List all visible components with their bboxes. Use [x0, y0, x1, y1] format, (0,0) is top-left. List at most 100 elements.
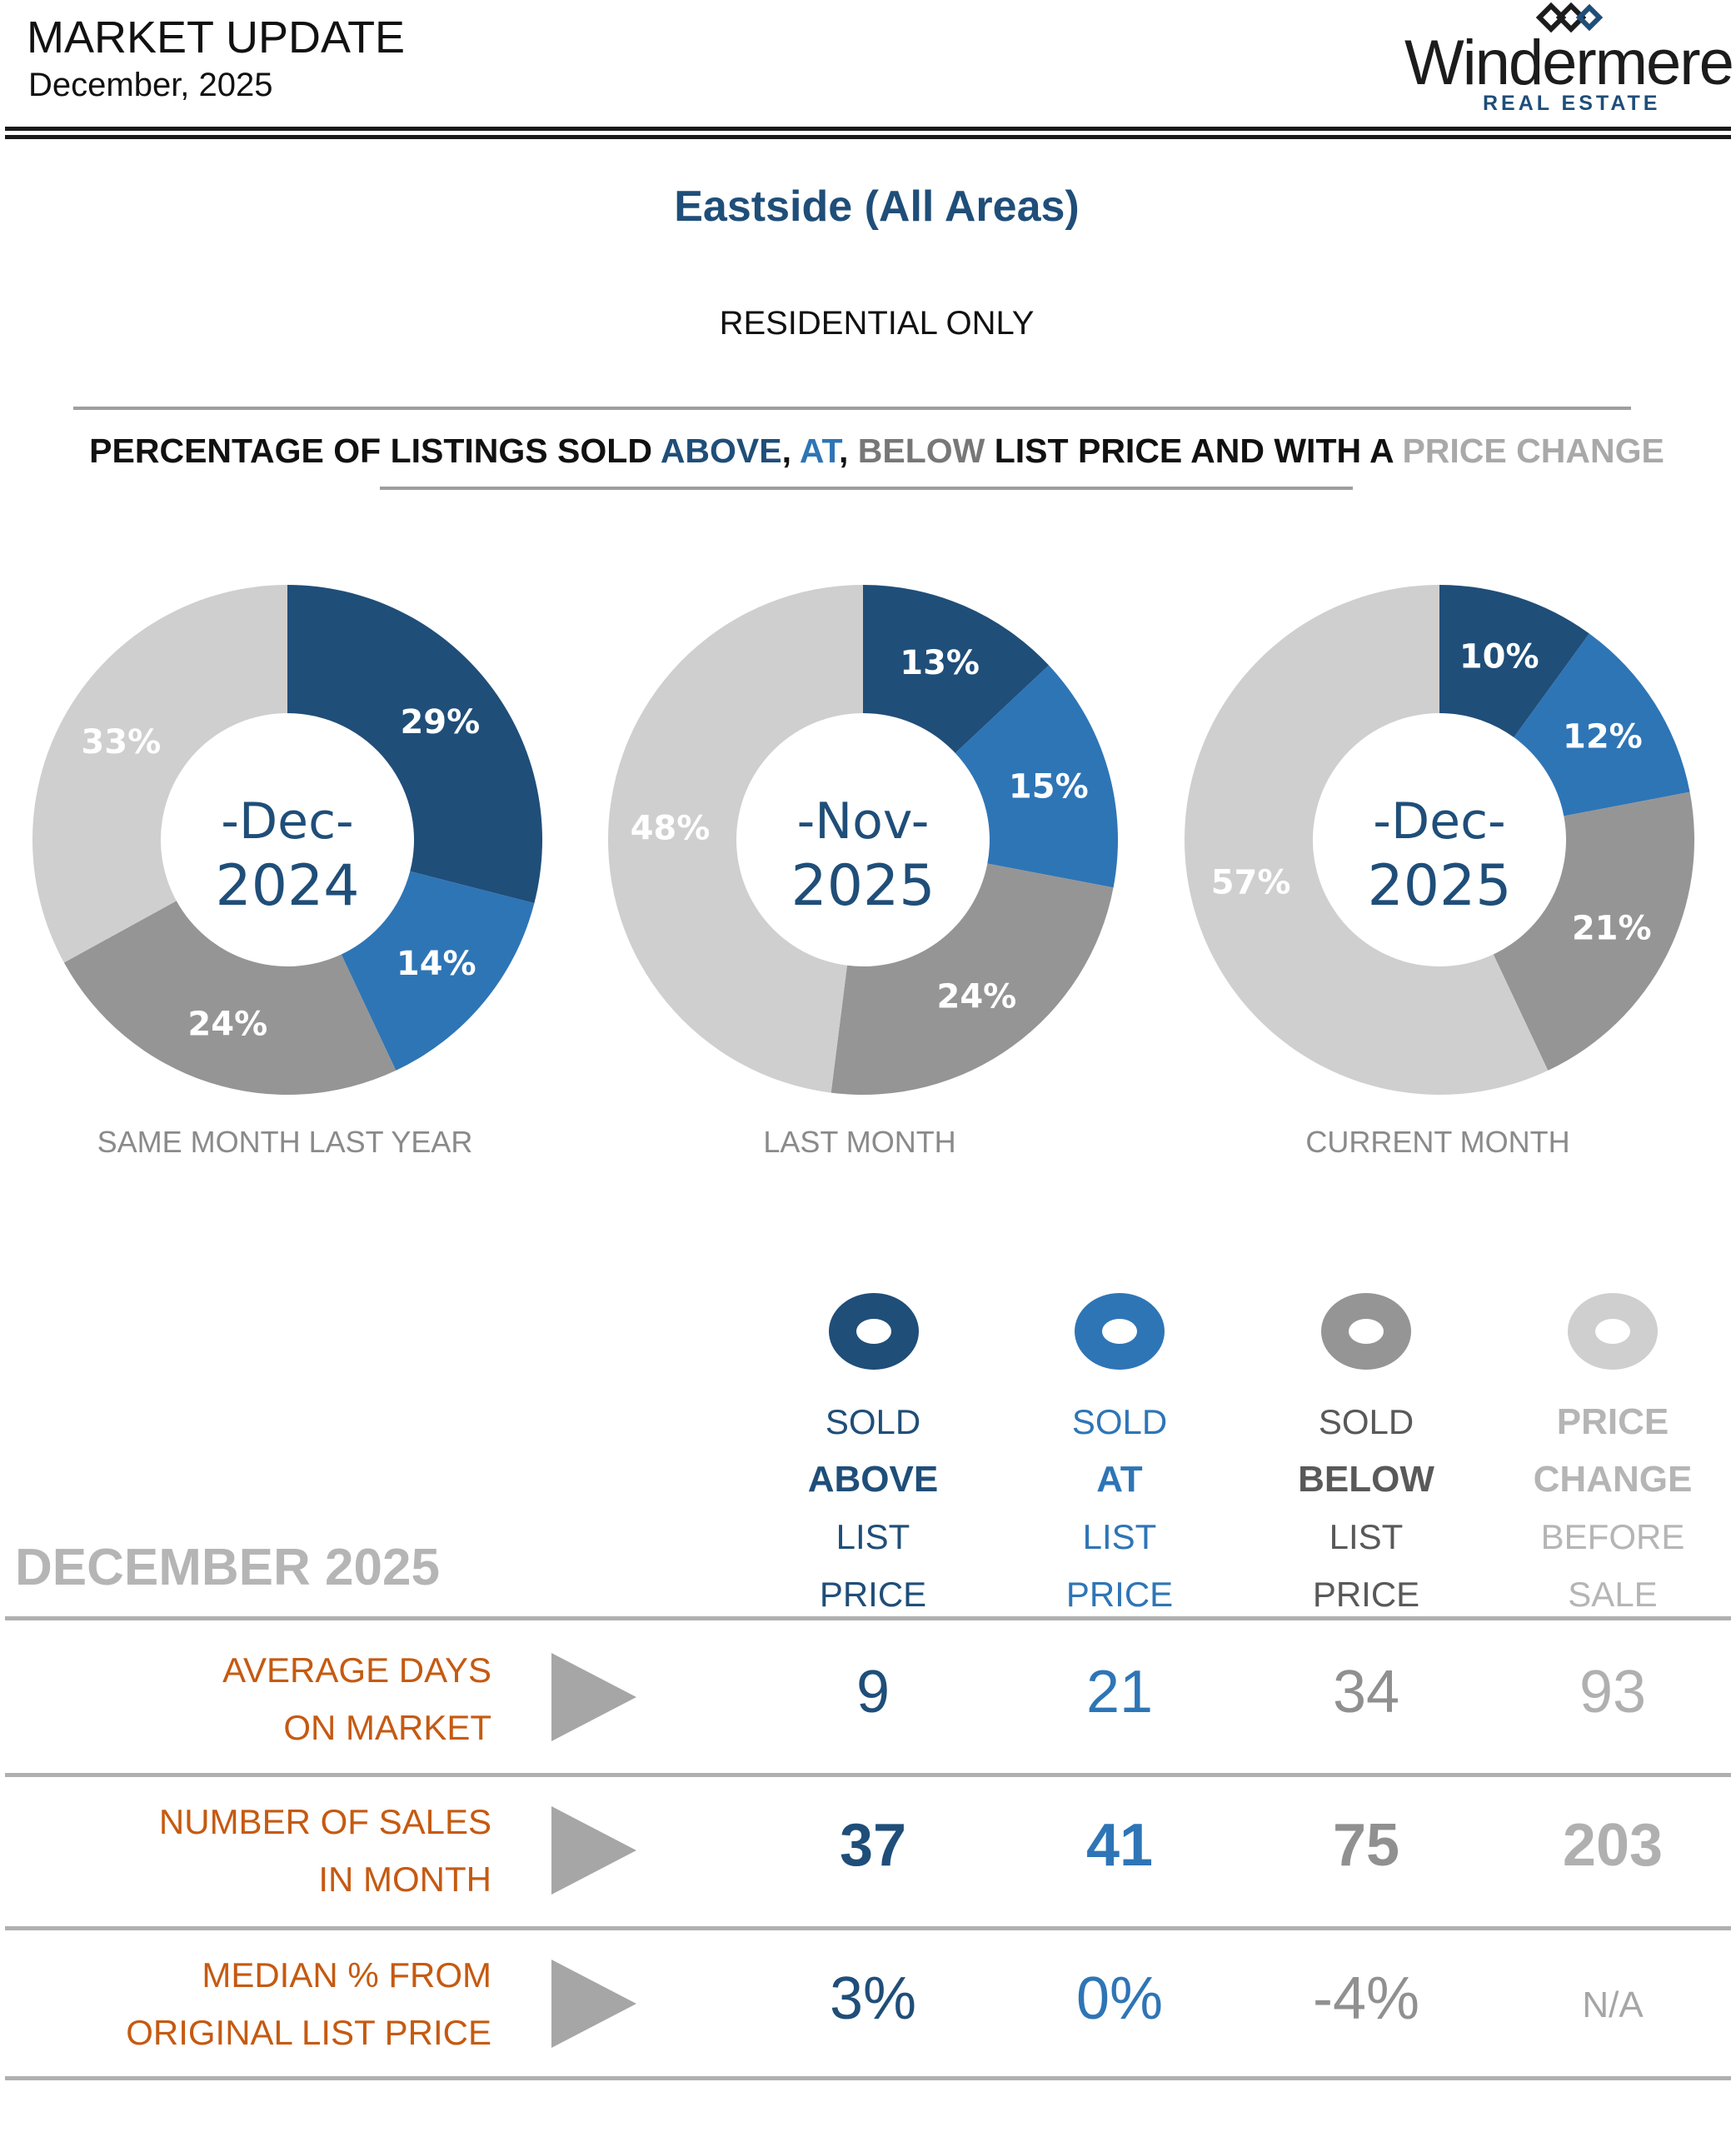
header-rule-top	[5, 127, 1731, 131]
donut-label-below: 24%	[187, 1006, 267, 1044]
row-label-line: ON MARKET	[283, 1708, 491, 1747]
logo-wordmark: Windermere	[1404, 27, 1734, 98]
headline-text-2: LIST PRICE AND WITH A	[985, 432, 1403, 470]
donut-label-at: 14%	[397, 945, 476, 983]
donut-center-year: 2025	[1367, 853, 1511, 919]
cell-sales-price-change: 203	[1562, 1812, 1664, 1879]
column-header-line: CHANGE	[1533, 1459, 1693, 1500]
column-header-line: BEFORE	[1540, 1517, 1685, 1556]
table-rule	[5, 1926, 1731, 1930]
headline-sep-1: ,	[781, 432, 800, 470]
column-header-line: PRICE	[1065, 1575, 1174, 1614]
logo-subtitle: REAL ESTATE	[1483, 92, 1661, 115]
cell-sales-at: 41	[1085, 1812, 1154, 1879]
legend-at-icon	[1075, 1293, 1165, 1370]
column-header-line: SOLD	[1318, 1402, 1414, 1441]
donut-label-below: 24%	[936, 978, 1016, 1016]
headline-below: BELOW	[857, 432, 985, 470]
donut-slice-at	[955, 665, 1119, 888]
row-label-line: AVERAGE DAYS	[222, 1650, 491, 1690]
headline-rule-top	[73, 407, 1631, 410]
cell-avg-days-price-change: 93	[1579, 1659, 1647, 1725]
column-header-price-change: PRICE CHANGE BEFORE SALE	[1488, 1393, 1736, 1623]
chart-caption-last-month: LAST MONTH	[763, 1125, 956, 1159]
chart-caption-current-month: CURRENT MONTH	[1305, 1125, 1570, 1159]
donut-center-month: -Nov-	[797, 792, 930, 851]
windermere-logo-icon	[1535, 2, 1603, 33]
row-arrow-icon	[551, 1806, 636, 1895]
header-rule-bottom	[5, 135, 1731, 139]
legend-above-icon	[829, 1293, 919, 1370]
column-header-line: ABOVE	[807, 1459, 939, 1500]
cell-median-above: 3%	[829, 1965, 917, 2032]
headline-sep-2: ,	[838, 432, 858, 470]
report-date: December, 2025	[28, 67, 273, 103]
donut-label-above: 29%	[400, 703, 480, 741]
cell-sales-above: 37	[839, 1812, 907, 1879]
donut-slice-price-change	[32, 585, 287, 963]
table-rule-top	[5, 1616, 1731, 1620]
column-header-line: SALE	[1568, 1575, 1658, 1614]
donut-slice-price-change	[1185, 585, 1549, 1095]
donut-slice-below	[1493, 791, 1694, 1071]
cell-median-price-change: N/A	[1582, 1985, 1644, 2025]
donut-label-at: 12%	[1563, 718, 1643, 756]
table-rule-bottom	[5, 2076, 1731, 2080]
column-header-line: LIST	[836, 1517, 910, 1556]
donut-label-above: 10%	[1459, 637, 1539, 676]
donut-slice-below	[831, 863, 1114, 1095]
column-header-below: SOLD BELOW LIST PRICE	[1241, 1393, 1491, 1623]
column-header-line: SOLD	[1071, 1402, 1168, 1441]
headline-above: ABOVE	[660, 432, 782, 470]
donut-label-above: 13%	[900, 644, 980, 682]
table-month-label: DECEMBER 2025	[15, 1539, 440, 1596]
column-header-line: SOLD	[825, 1402, 921, 1441]
donut-slice-price-change	[608, 585, 863, 1093]
cell-sales-below: 75	[1332, 1812, 1400, 1879]
donut-slice-below	[63, 901, 397, 1095]
donut-label-at: 15%	[1009, 767, 1089, 806]
cell-median-below: -4%	[1312, 1965, 1420, 2032]
cell-avg-days-above: 9	[856, 1659, 890, 1725]
column-header-line: BELOW	[1298, 1459, 1434, 1500]
donut-center-year: 2025	[791, 853, 935, 919]
row-label-median-pct: MEDIAN % FROM ORIGINAL LIST PRICE	[33, 1946, 491, 2061]
cell-median-at: 0%	[1075, 1965, 1164, 2032]
row-label-number-of-sales: NUMBER OF SALES IN MONTH	[33, 1793, 491, 1908]
headline-at: AT	[799, 432, 839, 470]
donut-label-below: 21%	[1572, 909, 1652, 947]
row-label-line: MEDIAN % FROM	[202, 1955, 491, 1995]
legend-below-icon	[1321, 1293, 1411, 1370]
row-arrow-icon	[551, 1960, 636, 2048]
column-header-line: LIST	[1082, 1517, 1157, 1556]
column-header-line: LIST	[1329, 1517, 1404, 1556]
headline-text-1: PERCENTAGE OF LISTINGS SOLD	[89, 432, 661, 470]
donut-center-year: 2024	[215, 853, 359, 919]
chart-caption-last-year: SAME MONTH LAST YEAR	[97, 1125, 473, 1159]
region-title: Eastside (All Areas)	[674, 182, 1080, 231]
chart-headline: PERCENTAGE OF LISTINGS SOLD ABOVE, AT, B…	[0, 432, 1736, 471]
row-label-line: NUMBER OF SALES	[158, 1802, 491, 1841]
column-header-above: SOLD ABOVE LIST PRICE	[748, 1393, 998, 1623]
row-arrow-icon	[551, 1653, 636, 1741]
donut-label-price-change: 57%	[1211, 864, 1291, 902]
column-header-line: PRICE	[819, 1575, 927, 1614]
donut-center-month: -Dec-	[221, 792, 353, 851]
table-rule	[5, 1773, 1731, 1777]
cell-avg-days-below: 34	[1332, 1659, 1400, 1725]
donut-slice-above	[1439, 585, 1589, 738]
row-label-line: ORIGINAL LIST PRICE	[126, 2013, 491, 2052]
property-type: RESIDENTIAL ONLY	[719, 305, 1035, 342]
headline-price-change: PRICE CHANGE	[1402, 432, 1664, 470]
row-label-avg-days: AVERAGE DAYS ON MARKET	[33, 1641, 491, 1756]
column-header-line: PRICE	[1556, 1401, 1669, 1442]
column-header-line: PRICE	[1312, 1575, 1420, 1614]
legend-price-change-icon	[1568, 1293, 1658, 1370]
donut-center-month: -Dec-	[1373, 792, 1505, 851]
report-title: MARKET UPDATE	[27, 12, 406, 62]
donut-slice-at	[341, 871, 535, 1071]
column-header-at: SOLD AT LIST PRICE	[995, 1393, 1245, 1623]
donut-label-price-change: 48%	[631, 809, 711, 847]
donut-label-price-change: 33%	[81, 723, 161, 761]
